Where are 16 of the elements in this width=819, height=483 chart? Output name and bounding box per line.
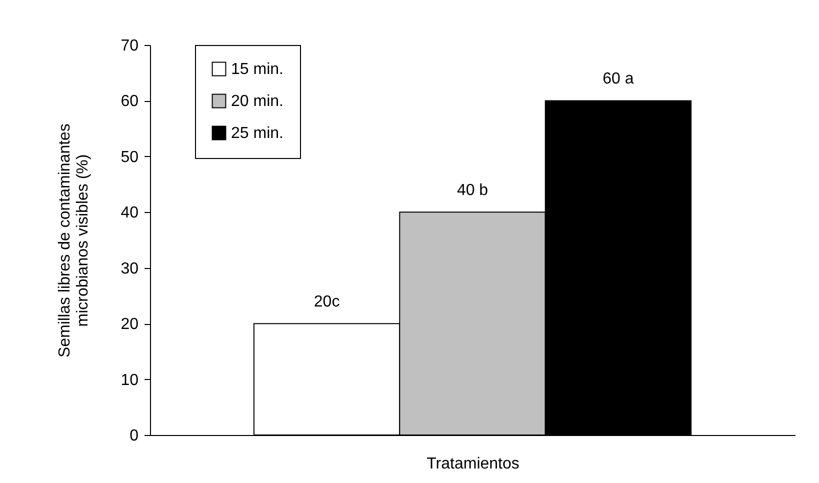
y-tick-label: 60	[120, 93, 139, 110]
y-axis-title: Semillas libres de contaminantes microbianos visibles (%)	[56, 124, 92, 358]
y-tick-label: 20	[120, 316, 139, 334]
y-tick-label: 10	[120, 372, 139, 389]
y-tick-label: 40	[120, 204, 139, 222]
y-tick-label: 50	[120, 148, 139, 166]
legend-label: 20 min.	[231, 93, 284, 110]
y-tick-label: 0	[130, 428, 139, 444]
legend-label: 15 min.	[231, 61, 284, 78]
legend-label: 25 min.	[231, 125, 284, 142]
data-label: 20c	[314, 294, 340, 311]
y-tick-label: 30	[120, 260, 139, 278]
data-label: 60 a	[602, 70, 634, 88]
y-tick-label: 70	[120, 38, 139, 54]
x-axis-title: Tratamientos	[426, 456, 520, 472]
data-label: 40 b	[456, 182, 488, 200]
